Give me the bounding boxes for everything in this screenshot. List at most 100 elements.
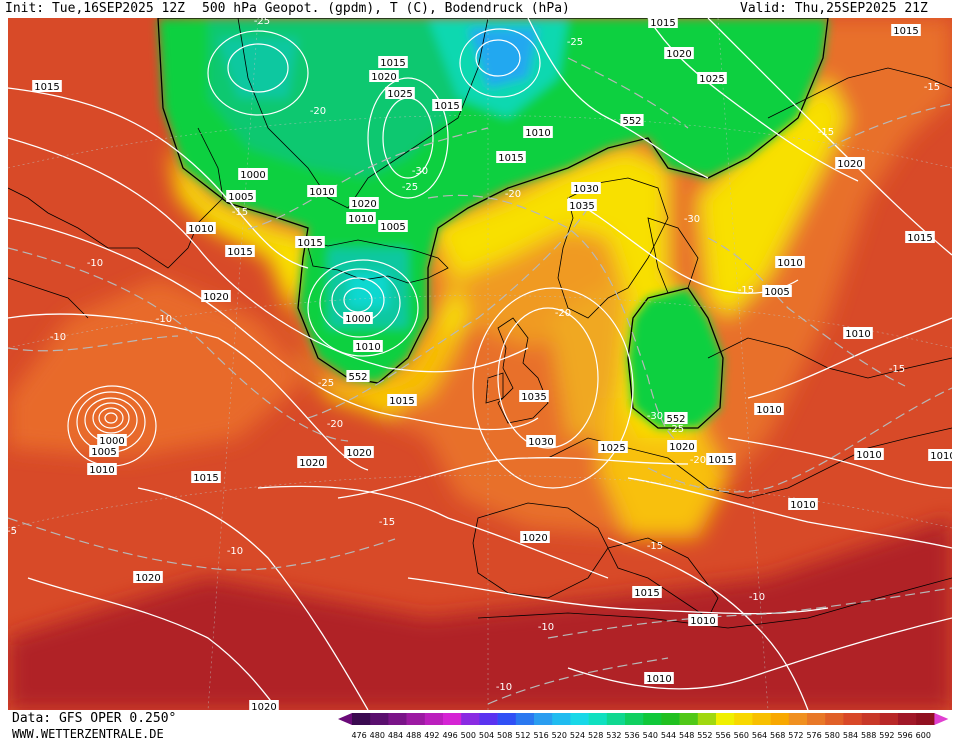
weather-map-canvas: 1015 1015 1015 1020 1025 1015 1020 1025 1015 1010… bbox=[8, 18, 952, 710]
temperature-label-text: -30 bbox=[647, 411, 663, 422]
temperature-label-text: -25 bbox=[402, 182, 418, 193]
isobar-label-text: 1015 bbox=[498, 153, 523, 164]
scale-swatch bbox=[625, 713, 644, 725]
scale-swatch bbox=[716, 713, 735, 725]
temperature-label-text: -30 bbox=[684, 214, 700, 225]
geopotential-label-text: 552 bbox=[622, 116, 641, 127]
scale-swatch bbox=[370, 713, 389, 725]
temperature-label-text: -15 bbox=[924, 82, 940, 93]
isobar-label-text: 1020 bbox=[371, 72, 396, 83]
isobar-label: 1015 bbox=[632, 586, 662, 599]
map-title: 500 hPa Geopot. (gpdm), T (C), Bodendruc… bbox=[202, 1, 570, 16]
isobar-label-text: 1020 bbox=[837, 159, 862, 170]
temperature-label: -15 bbox=[647, 541, 663, 552]
scale-tick-label: 556 bbox=[715, 731, 730, 740]
temperature-label-text: -20 bbox=[555, 308, 571, 319]
temperature-label-text: -25 bbox=[318, 378, 334, 389]
isobar-label-text: 1010 bbox=[355, 342, 380, 353]
geopotential-label: 552 bbox=[620, 114, 644, 127]
temperature-label: -15 bbox=[924, 82, 940, 93]
valid-time: Valid: Thu,25SEP2025 21Z bbox=[740, 1, 928, 16]
temperature-label: -15 bbox=[738, 285, 754, 296]
scale-swatch bbox=[770, 713, 790, 725]
scale-swatch bbox=[752, 713, 771, 725]
isobar-label: 1015 bbox=[432, 99, 462, 112]
temperature-label: -15 bbox=[379, 517, 395, 528]
isobar-label-text: 1035 bbox=[521, 392, 546, 403]
scale-swatch bbox=[352, 713, 371, 725]
geopotential-shading bbox=[8, 18, 952, 710]
scale-tick-label: 584 bbox=[843, 731, 858, 740]
temperature-label-text: -15 bbox=[379, 517, 395, 528]
isobar-label: 1015 bbox=[225, 245, 255, 258]
isobar-label: 1000 bbox=[238, 168, 268, 181]
isobar-label-text: 1005 bbox=[228, 192, 253, 203]
scale-tick-label: 536 bbox=[624, 731, 639, 740]
temperature-label: -10 bbox=[496, 682, 512, 693]
isobar-label: 1010 bbox=[186, 222, 216, 235]
scale-tick-label: 552 bbox=[697, 731, 712, 740]
map-footer: Data: GFS OPER 0.250° WWW.WETTERZENTRALE… bbox=[0, 710, 959, 741]
isobar-label-text: 1020 bbox=[203, 292, 228, 303]
scale-tick-label: 596 bbox=[897, 731, 912, 740]
temperature-label: -25 bbox=[254, 18, 270, 27]
temperature-label-text: -20 bbox=[310, 106, 326, 117]
isobar-label-text: 1000 bbox=[240, 170, 265, 181]
isobar-label-text: 1020 bbox=[346, 448, 371, 459]
geopotential-label: 552 bbox=[346, 370, 370, 383]
scale-swatch bbox=[406, 713, 426, 725]
isobar-label: 1010 bbox=[775, 256, 805, 269]
isobar-label-text: 1030 bbox=[528, 437, 553, 448]
isobar-label-text: 1010 bbox=[930, 451, 952, 462]
geopotential-label-text: 552 bbox=[348, 372, 367, 383]
isobar-label: 1020 bbox=[249, 700, 279, 710]
scale-swatch bbox=[534, 713, 553, 725]
isobar-label: 1025 bbox=[697, 72, 727, 85]
isobar-label: 1015 bbox=[387, 394, 417, 407]
isobar-label-text: 1015 bbox=[34, 82, 59, 93]
temperature-label: -20 bbox=[310, 106, 326, 117]
data-source: Data: GFS OPER 0.250° bbox=[12, 711, 177, 726]
isobar-label-text: 1020 bbox=[351, 199, 376, 210]
website: WWW.WETTERZENTRALE.DE bbox=[12, 727, 164, 741]
isobar-label-text: 1010 bbox=[790, 500, 815, 511]
scale-tick-label: 532 bbox=[606, 731, 621, 740]
isobar-label-text: 1025 bbox=[699, 74, 724, 85]
isobar-label-text: 1020 bbox=[135, 573, 160, 584]
temperature-label: -10 bbox=[538, 622, 554, 633]
isobar-label-text: 1015 bbox=[907, 233, 932, 244]
isobar-labels: 1015 1015 1015 1020 1025 1015 1020 1025 1015 1010… bbox=[32, 18, 952, 710]
temperature-label: -25 bbox=[567, 37, 583, 48]
isobar-label: 1020 bbox=[349, 197, 379, 210]
scale-tick-label: 592 bbox=[879, 731, 894, 740]
temperature-label-text: -15 bbox=[889, 364, 905, 375]
scale-swatch bbox=[479, 713, 498, 725]
scale-swatch bbox=[588, 713, 608, 725]
isobar-label-text: 1010 bbox=[348, 214, 373, 225]
isobar-label: 1015 bbox=[295, 236, 325, 249]
isobar-label-text: 1010 bbox=[309, 187, 334, 198]
scale-swatch bbox=[424, 713, 444, 725]
scale-swatch bbox=[515, 713, 535, 725]
scale-tick-label: 588 bbox=[861, 731, 876, 740]
scale-swatch bbox=[679, 713, 699, 725]
isobar-label-text: 1015 bbox=[708, 455, 733, 466]
isobar-label-text: 1015 bbox=[380, 58, 405, 69]
scale-swatch bbox=[697, 713, 717, 725]
temperature-label: -10 bbox=[156, 314, 172, 325]
temperature-label-text: -20 bbox=[327, 419, 343, 430]
isobar-label: 1010 bbox=[754, 403, 784, 416]
temperature-label-text: -20 bbox=[690, 455, 706, 466]
scale-tick-label: 480 bbox=[370, 731, 385, 740]
isobar-label: 1020 bbox=[344, 446, 374, 459]
temperature-label: -10 bbox=[50, 332, 66, 343]
isobar-label-text: 1005 bbox=[91, 447, 116, 458]
temperature-label-text: -15 bbox=[232, 207, 248, 218]
isobar-label: 1005 bbox=[762, 285, 792, 298]
temperature-label: -30 bbox=[684, 214, 700, 225]
scale-swatch bbox=[898, 713, 917, 725]
isobar-label: 1010 bbox=[843, 327, 873, 340]
scale-swatch bbox=[861, 713, 881, 725]
isobar-label: 1010 bbox=[854, 448, 884, 461]
isobar-label: 1015 bbox=[891, 24, 921, 37]
